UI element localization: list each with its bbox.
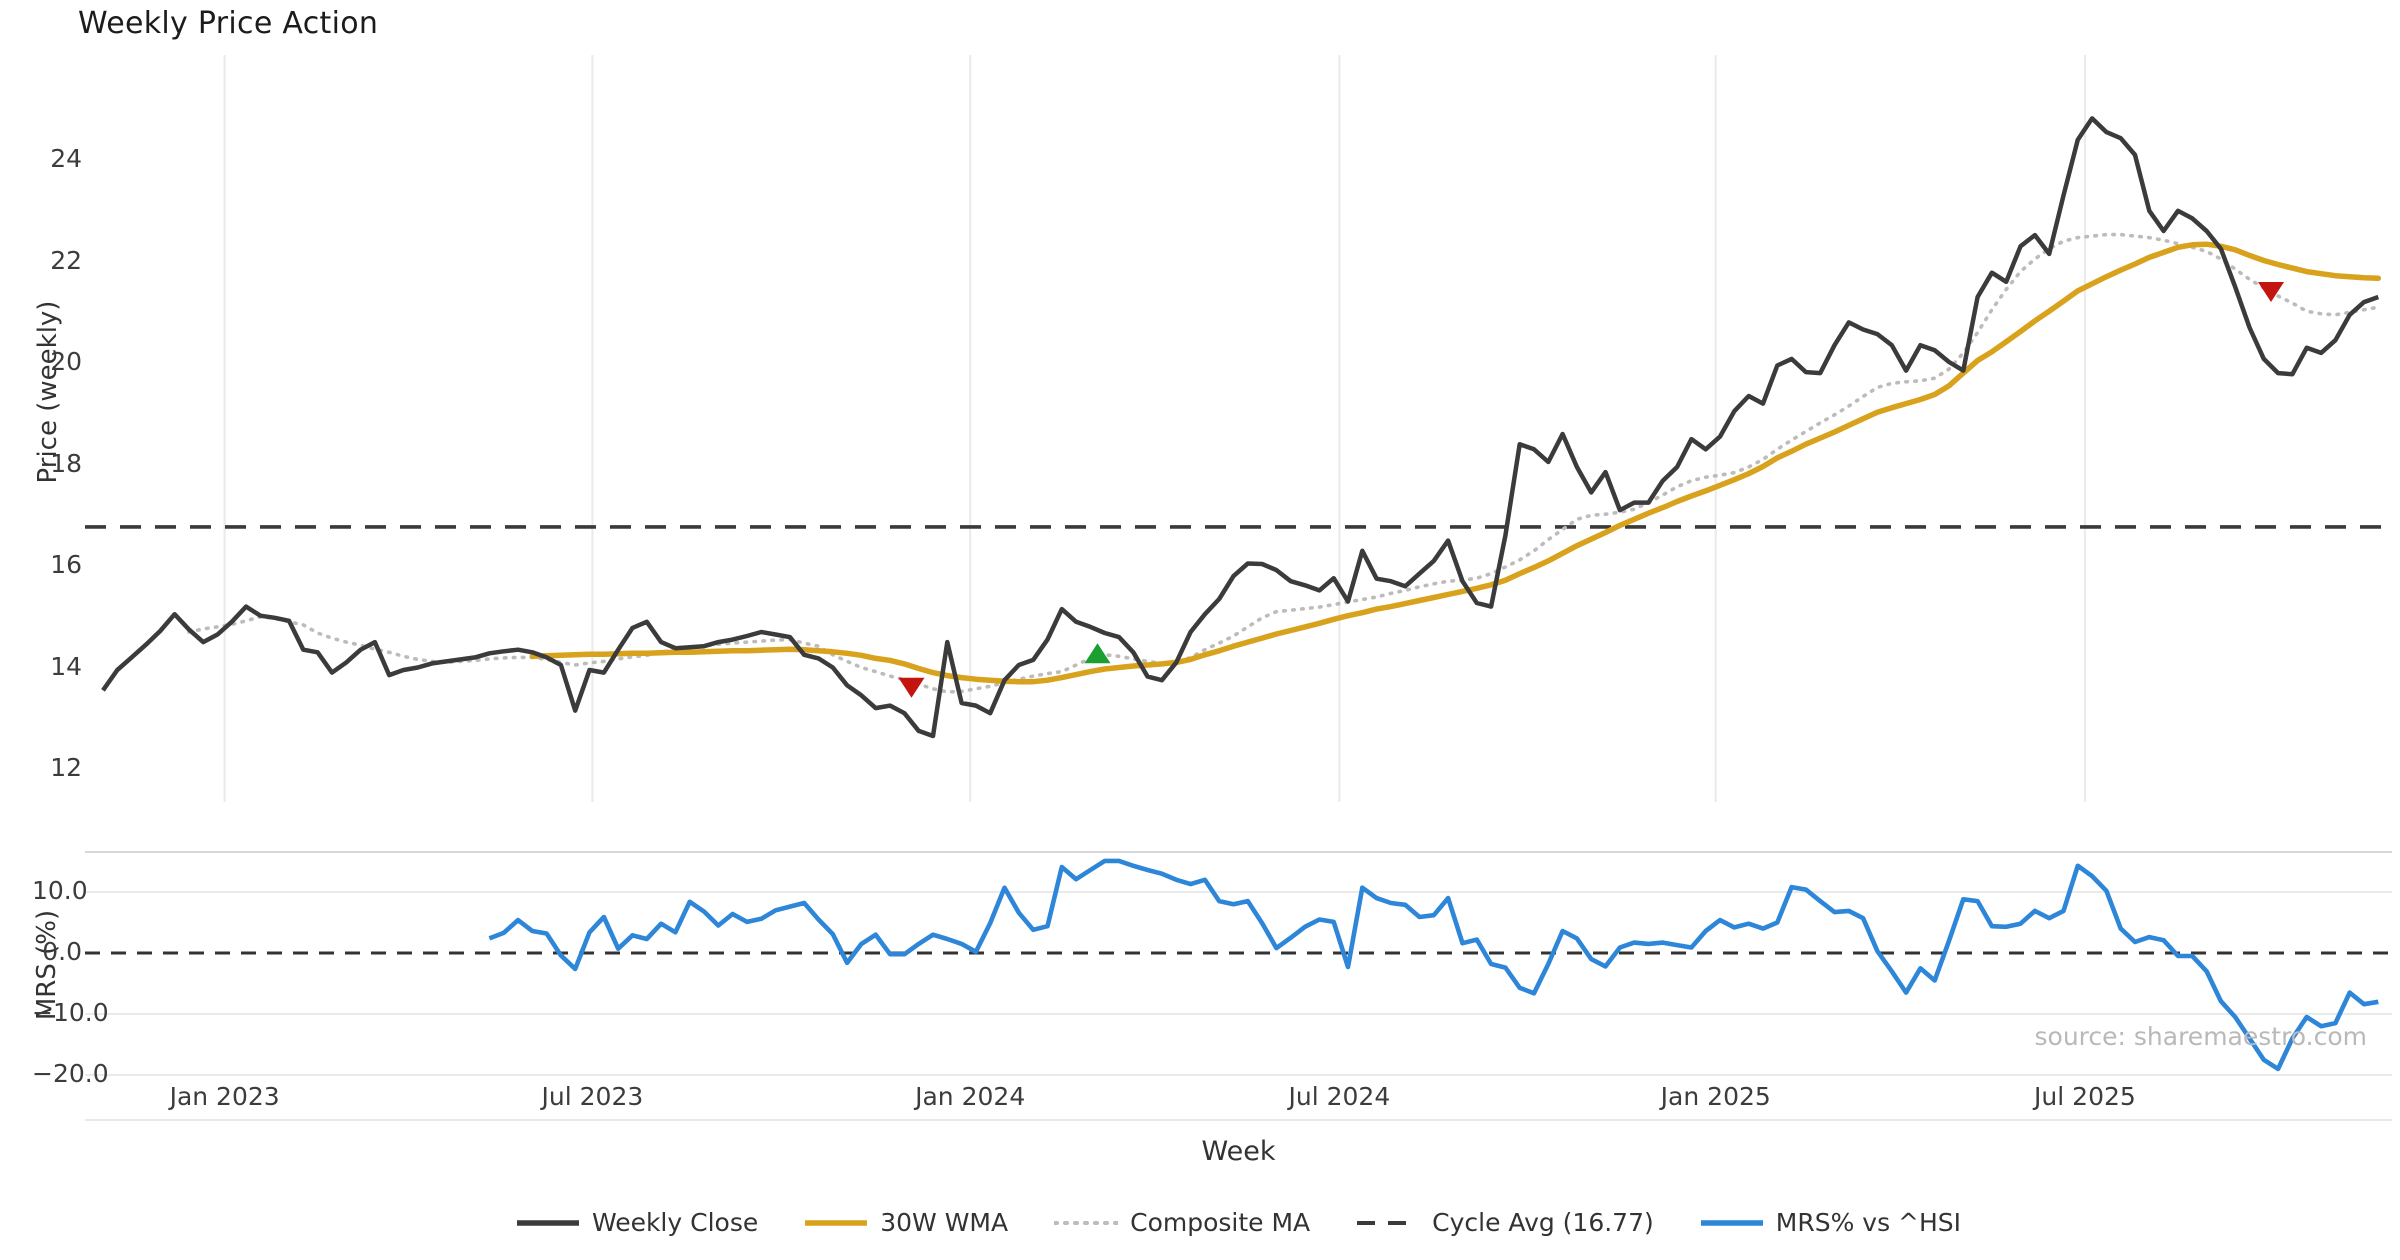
x-axis-label: Week: [1201, 1136, 1276, 1167]
xtick-jul-2023: Jul 2023: [541, 1082, 644, 1111]
ytick-price-16: 16: [50, 550, 82, 579]
ytick-mrs-20-0: −20.0: [32, 1059, 109, 1088]
xtick-jul-2024: Jul 2024: [1288, 1082, 1391, 1111]
ytick-mrs-10-0: 10.0: [32, 876, 88, 905]
legend-label-composite-ma: Composite MA: [1130, 1208, 1311, 1237]
source-watermark: source: sharemaestro.com: [2034, 1022, 2368, 1051]
signal-marker-down-0: [898, 677, 925, 698]
legend-item-composite-ma: Composite MA: [1054, 1208, 1310, 1237]
legend-item-30w-wma: 30W WMA: [804, 1208, 1008, 1237]
legend-label-mrs-vs-hsi: MRS% vs ^HSI: [1775, 1208, 1962, 1237]
composite-ma-line: [187, 232, 2381, 694]
ytick-price-18: 18: [50, 448, 82, 478]
weekly-close-line: [101, 116, 2380, 739]
xtick-jul-2025: Jul 2025: [2034, 1082, 2136, 1111]
ytick-price-22: 22: [50, 245, 82, 275]
xtick-jan-2023: Jan 2023: [169, 1082, 280, 1111]
legend-label-cycle-avg-16-77: Cycle Avg (16.77): [1432, 1208, 1654, 1237]
legend-item-weekly-close: Weekly Close: [516, 1208, 758, 1237]
legend-item-mrs-vs-hsi: MRS% vs ^HSI: [1700, 1208, 1961, 1237]
signal-marker-up-1: [1084, 643, 1111, 664]
ytick-price-20: 20: [50, 347, 82, 376]
legend-swatch-30w-wma: [805, 1219, 868, 1226]
legend-swatch-weekly-close: [516, 1219, 579, 1226]
chart-title: Weekly Price Action: [78, 6, 379, 41]
ytick-mrs-0-0: 0.0: [42, 937, 82, 966]
legend-item-cycle-avg-16-77: Cycle Avg (16.77): [1356, 1208, 1654, 1237]
legend-swatch-cycle-avg-16-77: [1357, 1220, 1420, 1225]
legend-swatch-mrs-vs-hsi: [1700, 1219, 1763, 1226]
ytick-price-24: 24: [50, 144, 82, 173]
legend-label-weekly-close: Weekly Close: [591, 1208, 759, 1237]
xtick-jan-2024: Jan 2024: [915, 1082, 1026, 1111]
chart-legend: Weekly Close 30W WMA Composite MA Cycle Avg…: [85, 1208, 2392, 1237]
xtick-jan-2025: Jan 2025: [1660, 1082, 1771, 1111]
legend-label-30w-wma: 30W WMA: [880, 1208, 1009, 1237]
signal-marker-down-2: [2258, 282, 2284, 302]
ytick-price-14: 14: [50, 651, 82, 681]
wma-30w-line: [529, 241, 2382, 685]
mrs-line: [488, 858, 2379, 1072]
ytick-price-12: 12: [50, 753, 82, 782]
ytick-mrs-10-0: −10.0: [32, 998, 109, 1027]
legend-swatch-composite-ma: [1054, 1220, 1119, 1225]
